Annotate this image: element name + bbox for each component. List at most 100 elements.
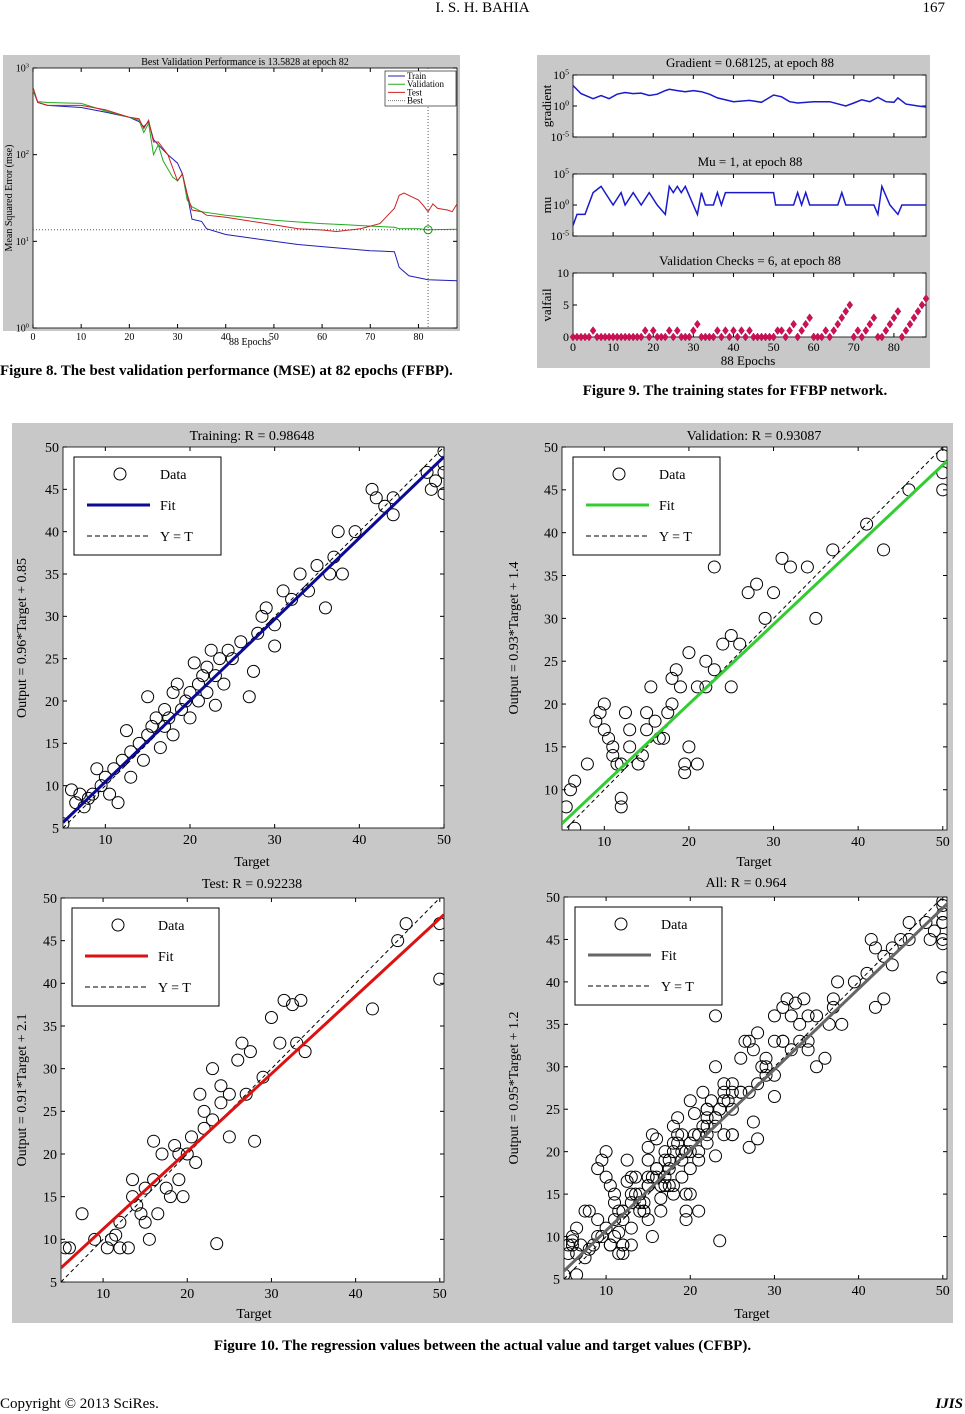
- data-point: [624, 1221, 638, 1235]
- fig8-xlabel: 88 Epochs: [229, 337, 271, 348]
- fig9-valfail-xtick-label: 20: [647, 340, 659, 354]
- data-point: [831, 975, 845, 989]
- valfail-marker: [902, 326, 910, 335]
- valfail-marker: [714, 326, 721, 335]
- data-point: [582, 1204, 596, 1218]
- fig10-all-legend: Data Fit Y = T: [574, 906, 723, 1006]
- data-point: [725, 1085, 739, 1099]
- data-point: [750, 577, 764, 591]
- fig10-training-ytick-label: 30: [45, 610, 59, 625]
- data-point: [936, 937, 947, 951]
- data-point: [589, 714, 603, 728]
- data-point: [580, 757, 594, 771]
- data-point: [433, 972, 444, 986]
- data-point: [612, 1247, 626, 1261]
- data-point: [86, 787, 100, 801]
- data-point: [214, 1096, 228, 1110]
- data-point: [73, 787, 87, 801]
- valfail-marker: [674, 326, 681, 335]
- data-point: [200, 660, 214, 674]
- all-xlabel: Target: [734, 1307, 769, 1322]
- data-point: [675, 1170, 689, 1184]
- all-title: All: R = 0.964: [705, 876, 786, 891]
- fig10-validation-ytick-label: 30: [544, 612, 558, 627]
- data-point: [746, 1115, 760, 1129]
- data-point: [734, 1051, 748, 1065]
- fig8-xtick-label: 40: [221, 332, 231, 343]
- fig9-mu-ytick-label-exponent: -5: [563, 228, 570, 237]
- data-point: [645, 1230, 659, 1244]
- fig10-training-identity-line: [63, 447, 444, 828]
- valfail-marker: [722, 326, 729, 335]
- fig9-valfail-ytick-label: 5: [563, 298, 569, 312]
- fig9-valfail-xtick-label: 70: [848, 340, 860, 354]
- valfail-marker: [886, 319, 894, 329]
- data-point: [565, 1234, 579, 1248]
- fig10-all-ytick-label: 35: [546, 1018, 560, 1033]
- valfail-marker: [818, 332, 825, 342]
- data-point: [90, 762, 104, 776]
- legend-label: Data: [659, 468, 686, 483]
- valfail-marker: [918, 300, 926, 310]
- data-point: [163, 1190, 177, 1204]
- fig9-gradient-title: Gradient = 0.68125, at epoch 88: [666, 55, 834, 70]
- data-point: [665, 697, 679, 711]
- data-point: [692, 1145, 706, 1159]
- data-point: [725, 1102, 739, 1116]
- data-point: [603, 1238, 617, 1252]
- valfail-marker: [738, 326, 745, 335]
- fig10-test-plot-content: [61, 898, 444, 1282]
- data-point: [208, 669, 222, 683]
- fig10-all-xtick-label: 10: [599, 1284, 613, 1299]
- data-point: [746, 1043, 760, 1057]
- fig10-all-ytick-label: 15: [546, 1188, 560, 1203]
- fig8-xtick-label: 10: [76, 332, 86, 343]
- fig10-all-ytick-label: 40: [546, 976, 560, 991]
- data-point: [310, 559, 324, 573]
- fig8-ytick-label-exponent: 0: [26, 323, 29, 330]
- data-point: [298, 1045, 312, 1059]
- fig8-ytick-label-exponent: 3: [26, 63, 29, 70]
- data-point: [113, 1241, 127, 1255]
- data-point: [564, 1238, 575, 1252]
- data-point: [709, 1009, 723, 1023]
- data-point: [700, 1136, 714, 1150]
- data-point: [81, 791, 95, 805]
- data-point: [225, 652, 239, 666]
- data-point: [692, 1204, 706, 1218]
- data-point: [700, 1111, 714, 1125]
- valfail-marker: [790, 319, 797, 329]
- data-point: [678, 766, 692, 780]
- data-point: [716, 637, 730, 651]
- legend-data-marker: [113, 467, 127, 481]
- data-point: [724, 629, 738, 643]
- valfail-marker: [730, 326, 737, 335]
- data-point: [124, 770, 138, 784]
- data-point: [217, 677, 231, 691]
- all-ylabel: Output = 0.95*Target + 1.2: [507, 1012, 522, 1165]
- fig10-training-ytick-label: 50: [45, 441, 59, 456]
- data-point: [105, 1232, 119, 1246]
- data-point: [683, 1145, 697, 1159]
- data-point: [758, 611, 772, 625]
- valfail-marker: [798, 326, 805, 335]
- running-header-author: I. S. H. BAHIA: [435, 0, 530, 16]
- fig8-ytick-label-exponent: 1: [26, 236, 29, 243]
- data-point: [683, 1187, 697, 1201]
- data-point: [391, 934, 405, 948]
- data-point: [666, 1119, 680, 1133]
- data-point: [273, 1036, 287, 1050]
- data-point: [894, 932, 908, 946]
- data-point: [801, 1009, 815, 1023]
- fig10-training-ytick-label: 5: [52, 822, 59, 837]
- data-point: [618, 706, 632, 720]
- data-point: [608, 1196, 622, 1210]
- data-point: [138, 1181, 152, 1195]
- data-point: [268, 639, 282, 653]
- fig10-test-ytick-label: 20: [43, 1148, 57, 1163]
- fig9-valfail-ylabel: valfail: [539, 288, 554, 322]
- data-point: [801, 1043, 815, 1057]
- data-point: [629, 1187, 643, 1201]
- fig9-valfail-ytick-label: 10: [557, 266, 569, 280]
